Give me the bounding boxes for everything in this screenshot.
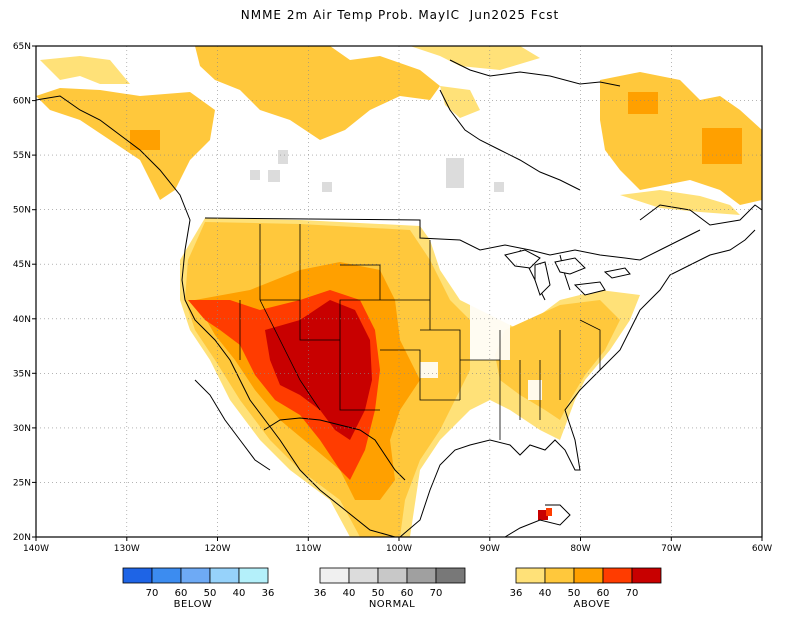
legend-swatch-below-36 [238, 567, 269, 584]
lat-tick-label: 40N [13, 315, 31, 325]
lat-tick-label: 35N [13, 369, 31, 379]
lon-tick-label: 100W [386, 544, 412, 554]
lon-tick-label: 90W [480, 544, 500, 554]
legend-above-caption: ABOVE [574, 599, 611, 610]
lat-tick-label: 50N [13, 206, 31, 216]
graticule [36, 46, 762, 537]
legend-swatch-above-70 [631, 567, 662, 584]
legend-swatch-normal-70 [435, 567, 466, 584]
lat-tick-label: 25N [13, 478, 31, 488]
legend-above-label: 50 [568, 588, 581, 599]
legend-swatch-above-60 [602, 567, 633, 584]
lat-tick-label: 60N [13, 97, 31, 107]
legend-swatch-below-40 [209, 567, 240, 584]
lat-tick-label: 45N [13, 260, 31, 270]
legend-swatch-normal-60 [406, 567, 437, 584]
probability-field [36, 46, 762, 537]
legend-normal-label: 40 [343, 588, 356, 599]
legend-swatch-below-60 [151, 567, 182, 584]
legend-swatch-normal-36 [319, 567, 350, 584]
lat-tick-label: 30N [13, 424, 31, 434]
legend-above-label: 36 [510, 588, 523, 599]
lon-tick-label: 80W [570, 544, 590, 554]
legend-above-label: 60 [597, 588, 610, 599]
lon-tick-label: 70W [661, 544, 681, 554]
legend-below-label: 40 [233, 588, 246, 599]
lat-tick-label: 55N [13, 151, 31, 161]
legend-below: 70 60 50 40 36 BELOW [122, 567, 275, 610]
legend-below-label: 60 [175, 588, 188, 599]
legend-swatch-below-50 [180, 567, 211, 584]
legend-normal-label: 36 [314, 588, 327, 599]
lat-tick-label: 20N [13, 533, 31, 543]
legend-below-caption: BELOW [174, 599, 213, 610]
lon-tick-label: 60W [752, 544, 772, 554]
legend-normal: 36 40 50 60 70 NORMAL [314, 567, 466, 610]
legend-above-label: 40 [539, 588, 552, 599]
legend-swatch-above-40 [544, 567, 575, 584]
legend-normal-label: 60 [401, 588, 414, 599]
legend-swatch-above-36 [515, 567, 546, 584]
legend-swatch-below-70 [122, 567, 153, 584]
lon-tick-label: 140W [23, 544, 49, 554]
legend-above: 36 40 50 60 70 ABOVE [510, 567, 662, 610]
lon-tick-label: 130W [114, 544, 140, 554]
legend-swatch-normal-50 [377, 567, 408, 584]
lat-tick-label: 65N [13, 42, 31, 52]
legend-normal-label: 70 [430, 588, 443, 599]
legend-below-label: 36 [262, 588, 275, 599]
legend-swatch-normal-40 [348, 567, 379, 584]
legend-normal-caption: NORMAL [369, 599, 415, 610]
legend-swatch-above-50 [573, 567, 604, 584]
lon-tick-label: 120W [204, 544, 230, 554]
legend-below-label: 50 [204, 588, 217, 599]
map-title: NMME 2m Air Temp Prob. MayIC Jun2025 Fcs… [240, 8, 560, 22]
lon-tick-label: 110W [295, 544, 321, 554]
legend-normal-label: 50 [372, 588, 385, 599]
legend-below-label: 70 [146, 588, 159, 599]
legend-above-label: 70 [626, 588, 639, 599]
